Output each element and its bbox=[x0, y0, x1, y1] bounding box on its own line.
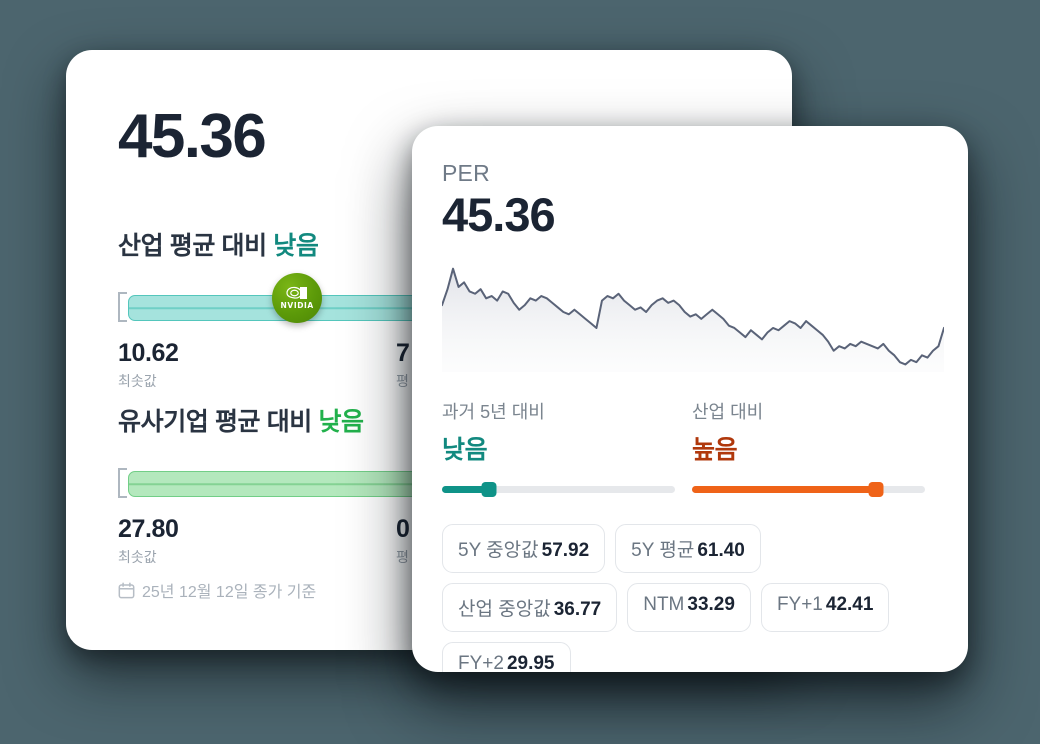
comparison-5y-caption: 과거 5년 대비 bbox=[442, 401, 545, 422]
per-metric-value: 45.36 bbox=[442, 188, 556, 241]
peer-range-min-value: 27.80 bbox=[118, 515, 179, 543]
comparison-industry: 산업 대비 높음 bbox=[692, 398, 938, 497]
nvidia-marker-label-industry: NVIDIA bbox=[280, 301, 314, 310]
comparison-industry-slider[interactable] bbox=[692, 481, 925, 497]
per-metric-label: PER bbox=[442, 160, 490, 186]
comparison-5y-slider-fill bbox=[442, 485, 489, 493]
nvidia-marker-industry[interactable]: NVIDIA bbox=[272, 273, 323, 323]
metric-chip[interactable]: FY+2 29.95 bbox=[442, 641, 571, 672]
per-detail-card: PER 45.36 과거 5년 대비 낮음 bbox=[412, 126, 968, 672]
comparison-5y-slider-thumb[interactable] bbox=[481, 481, 497, 497]
comparison-5y-slider[interactable] bbox=[442, 481, 675, 497]
peer-range-mid: 0 평 bbox=[396, 515, 410, 567]
per-comparisons: 과거 5년 대비 낮음 산업 대비 높음 bbox=[442, 398, 938, 497]
closing-date-note: 25년 12월 12일 종가 기준 bbox=[118, 578, 740, 602]
per-metric-chips: 5Y 중앙값 57.92 5Y 평균 61.40 산업 중앙값 36.77 NTM 33.29… bbox=[442, 523, 938, 672]
back-headline-value: 45.36 bbox=[118, 102, 267, 171]
comparison-5y-slider-track bbox=[442, 485, 675, 493]
metric-chip[interactable]: 5Y 평균 61.40 bbox=[615, 523, 761, 573]
metric-chip-label: FY+1 bbox=[776, 593, 823, 615]
metric-chip[interactable]: FY+1 42.41 bbox=[760, 582, 890, 632]
range-start-tick-icon bbox=[118, 468, 127, 498]
comparison-industry-caption: 산업 대비 bbox=[692, 401, 764, 422]
comparison-industry-slider-thumb[interactable] bbox=[868, 481, 884, 497]
comparison-5y-verdict: 낮음 bbox=[442, 435, 488, 464]
peer-comparison-verdict: 낮음 bbox=[318, 408, 364, 436]
metric-chip-value: 36.77 bbox=[553, 598, 602, 620]
calendar-icon bbox=[118, 581, 135, 598]
peer-range-mid-value: 0 bbox=[396, 515, 410, 543]
industry-range-min-caption: 최솟값 bbox=[118, 372, 157, 389]
nvidia-eye-logo-icon bbox=[286, 286, 308, 299]
metric-chip[interactable]: 5Y 중앙값 57.92 bbox=[442, 523, 606, 573]
industry-range-mid: 7 평 bbox=[396, 339, 410, 391]
metric-chip[interactable]: 산업 중앙값 36.77 bbox=[442, 582, 618, 632]
industry-comparison-heading: 산업 평균 대비 낮음 bbox=[118, 226, 740, 262]
metric-chip-label: NTM bbox=[643, 593, 685, 615]
peer-range-min: 27.80 최솟값 bbox=[118, 515, 179, 567]
metric-chip[interactable]: NTM 33.29 bbox=[627, 582, 751, 632]
metric-chip-label: 5Y 중앙값 bbox=[458, 539, 539, 561]
comparison-5y: 과거 5년 대비 낮음 bbox=[442, 398, 688, 497]
metric-chip-value: 42.41 bbox=[825, 593, 874, 615]
metric-chip-value: 33.29 bbox=[687, 593, 735, 615]
metric-chip-label: 5Y 평균 bbox=[631, 539, 695, 561]
peer-range-labels: 27.80 최솟값 0 평 bbox=[118, 515, 740, 572]
metric-chip-label: FY+2 bbox=[458, 652, 504, 672]
industry-range-min-value: 10.62 bbox=[118, 339, 179, 367]
comparison-industry-slider-fill bbox=[692, 485, 877, 493]
per-card-content: PER 45.36 과거 5년 대비 낮음 bbox=[412, 126, 968, 672]
metric-chip-value: 61.40 bbox=[697, 539, 745, 561]
metric-chip-value: 57.92 bbox=[541, 539, 590, 561]
metric-chip-label: 산업 중앙값 bbox=[458, 598, 551, 620]
metric-chip-value: 29.95 bbox=[506, 652, 555, 672]
comparison-industry-verdict: 높음 bbox=[692, 435, 738, 464]
industry-comparison-prefix: 산업 평균 대비 bbox=[118, 232, 267, 260]
peer-range-mid-caption: 평 bbox=[396, 548, 409, 565]
peer-range-min-caption: 최솟값 bbox=[118, 548, 157, 565]
range-start-tick-icon bbox=[118, 292, 127, 322]
per-history-sparkline bbox=[442, 267, 944, 372]
industry-range-mid-value: 7 bbox=[396, 339, 410, 367]
industry-range-min: 10.62 최솟값 bbox=[118, 339, 179, 391]
industry-range-labels: 10.62 최솟값 7 평 bbox=[118, 339, 740, 396]
industry-comparison-verdict: 낮음 bbox=[273, 232, 319, 260]
peer-comparison-heading: 유사기업 평균 대비 낮음 bbox=[118, 402, 740, 438]
industry-range-mid-caption: 평 bbox=[396, 372, 409, 389]
peer-comparison-prefix: 유사기업 평균 대비 bbox=[118, 408, 312, 436]
closing-date-text: 25년 12월 12일 종가 기준 bbox=[142, 584, 317, 601]
